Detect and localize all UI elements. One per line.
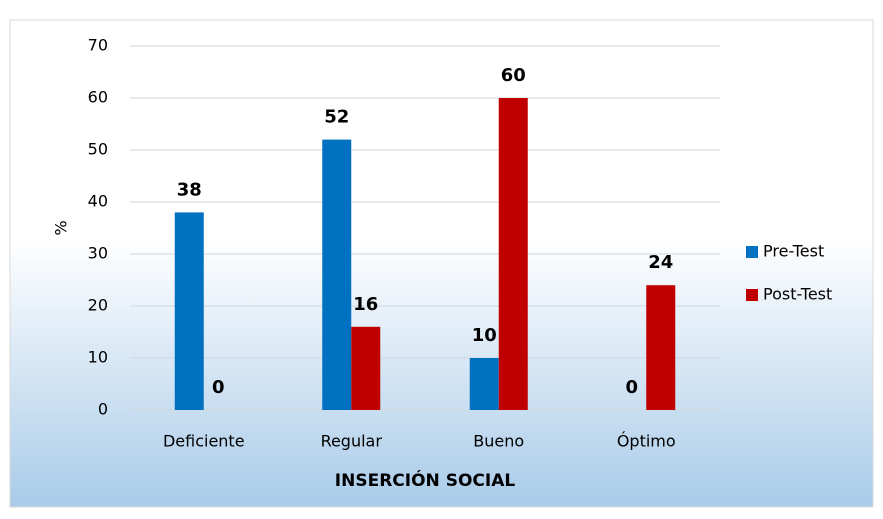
x-tick-label: Bueno: [473, 432, 524, 451]
y-tick-label: 20: [88, 296, 108, 315]
legend-swatch: [746, 246, 758, 258]
y-tick-label: 60: [88, 88, 108, 107]
legend-swatch: [746, 289, 758, 301]
value-label: 38: [177, 179, 202, 200]
bar: [646, 285, 676, 410]
value-label: 0: [625, 377, 638, 398]
bar: [351, 326, 381, 410]
value-label: 16: [353, 294, 378, 315]
legend-label: Pre-Test: [763, 242, 824, 261]
x-tick-label: Deficiente: [163, 432, 245, 451]
bar: [498, 98, 528, 410]
value-label: 24: [648, 252, 673, 273]
y-axis-label: %: [52, 220, 71, 235]
chart-frame: [9, 19, 874, 508]
y-tick-label: 10: [88, 348, 108, 367]
value-label: 0: [212, 377, 225, 398]
bar: [469, 358, 499, 410]
legend-label: Post-Test: [763, 285, 832, 304]
x-axis-label: INSERCIÓN SOCIAL: [335, 469, 516, 491]
bar: [322, 139, 352, 410]
y-tick-label: 70: [88, 36, 108, 55]
value-label: 52: [324, 107, 349, 128]
y-tick-label: 0: [98, 400, 108, 419]
y-tick-label: 40: [88, 192, 108, 211]
value-label: 10: [472, 325, 497, 346]
x-tick-label: Regular: [321, 432, 383, 451]
bar: [174, 212, 204, 410]
value-label: 60: [501, 65, 526, 86]
y-tick-label: 30: [88, 244, 108, 263]
x-tick-label: Óptimo: [617, 432, 676, 451]
y-tick-label: 50: [88, 140, 108, 159]
